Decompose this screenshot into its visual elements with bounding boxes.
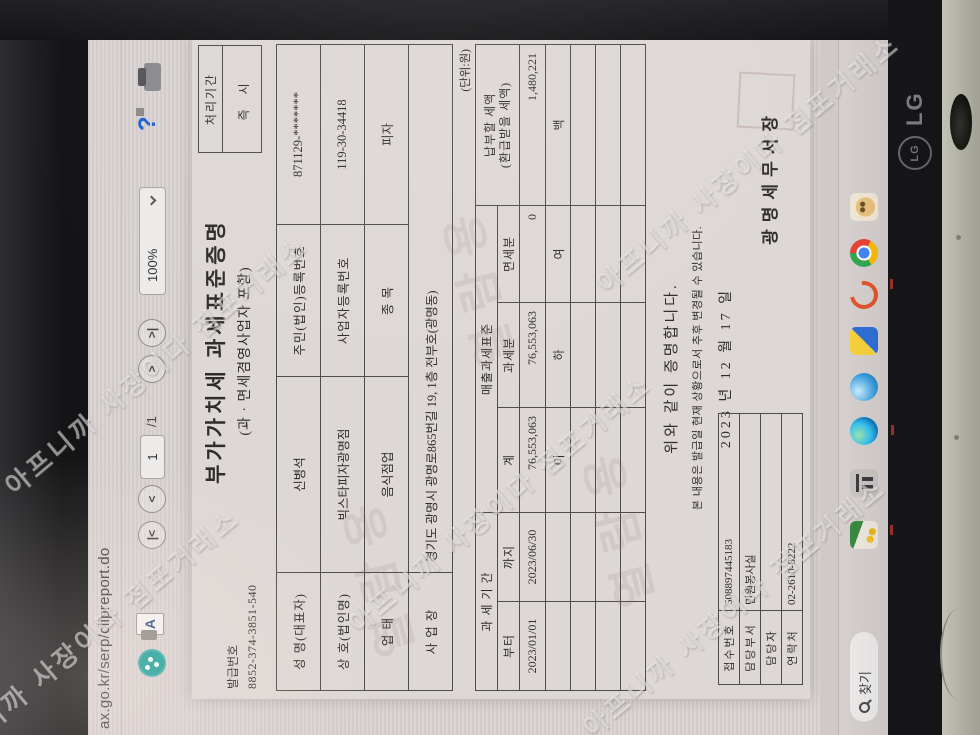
- search-label: 찾기: [857, 671, 873, 695]
- lg-logo: LG LG: [898, 91, 932, 170]
- issue-no-label: 발급번호: [226, 644, 240, 689]
- issuer-name: 광명세무서장: [761, 109, 780, 245]
- lid-hole: [950, 94, 972, 150]
- document-viewer: 열람용 열람용 열람용 발급번호 8852-374-3851-540 부가가치세…: [184, 37, 820, 735]
- hamster-profile-icon[interactable]: [850, 193, 878, 221]
- first-page-button[interactable]: |<: [138, 521, 166, 549]
- reflection-mark: [891, 425, 894, 435]
- table-row: 담당부서 민원봉사실: [739, 413, 761, 685]
- lg-circle-logo: LG: [898, 136, 932, 170]
- search-icon: [858, 702, 870, 713]
- empty-row: [595, 44, 621, 691]
- viewer-logo-icon[interactable]: [138, 649, 166, 677]
- windows-taskbar: 찾기: [838, 40, 888, 735]
- viewer-toolbar: A |< < /1 > >| 100% ?: [122, 40, 184, 735]
- table-data-row: 2023/01/01 2023/06/30 76,553,063 76,553,…: [519, 44, 546, 691]
- certificate-page: 열람용 열람용 열람용 발급번호 8852-374-3851-540 부가가치세…: [192, 37, 810, 699]
- table-row: 업 태 음식점업 종 목 피자: [364, 44, 409, 691]
- table-row: 담당자: [760, 413, 782, 685]
- table-row: 연락처 02-2610-8222: [781, 413, 803, 685]
- empty-row: [620, 44, 646, 691]
- document-subtitle: (과 · 면세겸영사업자 포함): [238, 266, 253, 436]
- next-page-button[interactable]: >: [138, 355, 166, 383]
- screen-content: ax.go.kr/serp/clipreport.do A |< < /1 > …: [88, 37, 888, 735]
- document-title: 부가가치세 과세표준증명: [204, 218, 228, 484]
- zoom-value: 100%: [145, 248, 160, 282]
- chrome-icon[interactable]: [850, 239, 878, 267]
- last-page-button[interactable]: >|: [138, 319, 166, 347]
- table-row: 상 호(법인명) 빅스타피자광명점 사업자등록번호 119-30-34418: [320, 44, 365, 691]
- reflection-mark: [890, 525, 893, 535]
- processing-time-value: 즉 시: [237, 77, 251, 121]
- bezel-right: [0, 0, 980, 40]
- display-app-icon[interactable]: [850, 469, 878, 497]
- table-row: 접수번호 508897445183: [718, 413, 740, 685]
- zoom-select[interactable]: 100%: [139, 187, 166, 295]
- prev-page-button[interactable]: <: [138, 485, 166, 513]
- url-text: ax.go.kr/serp/clipreport.do: [96, 547, 113, 729]
- photo-shortcut-icon[interactable]: [850, 521, 878, 549]
- processing-time-box: 처리기간 즉 시: [198, 45, 262, 153]
- reflection-mark: [890, 279, 893, 289]
- lid-seam: [940, 609, 980, 699]
- empty-row: [570, 44, 596, 691]
- lg-brand-text: LG: [902, 91, 927, 126]
- unit-label: (단위:원): [460, 49, 472, 92]
- taxpayer-info-table: 성 명(대표자) 신병석 주민(법인)등록번호 871129-******* 상…: [276, 44, 453, 691]
- document-a-icon[interactable]: A: [136, 613, 164, 635]
- sync-arrow-icon[interactable]: [844, 275, 884, 315]
- desktop-strip: [820, 40, 838, 735]
- app-icon[interactable]: [850, 327, 878, 355]
- browser-globe-icon[interactable]: [850, 373, 878, 401]
- print-button[interactable]: [144, 63, 161, 91]
- processing-time-label: 처리기간: [199, 46, 223, 152]
- table-row: 사 업 장 경기도 광명시 광명로865번길 19, 1층 전부호(광명동): [408, 44, 453, 691]
- taskbar-search[interactable]: 찾기: [849, 631, 879, 723]
- bezel-bottom: LG LG: [888, 0, 942, 735]
- viewer-titlebar: ax.go.kr/serp/clipreport.do: [88, 40, 122, 735]
- lid-screw: [956, 235, 961, 240]
- notice-text: 본 내용은 발급일 현재 상황으로서 추후 변경될 수 있습니다.: [692, 225, 704, 511]
- page-total-label: /1: [144, 416, 159, 427]
- certify-text: 위와 같이 증명합니다.: [664, 282, 680, 454]
- lid-screw: [954, 435, 959, 440]
- help-button[interactable]: ?: [134, 116, 161, 131]
- document-footer: 위와 같이 증명합니다. 본 내용은 발급일 현재 상황으로서 추후 변경될 수…: [660, 45, 828, 691]
- chevron-down-icon: [146, 195, 157, 206]
- page-number-input[interactable]: [140, 435, 165, 479]
- bezel-top: [0, 0, 88, 735]
- tax-base-table: 과 세 기 간 매출과세표준 납부할 세액 (환급받을 세액) 부터 까지 계 …: [475, 44, 646, 691]
- table-row: 성 명(대표자) 신병석 주민(법인)등록번호 871129-*******: [276, 44, 321, 691]
- blank-note-row: 이 하 여 백: [545, 44, 571, 691]
- table-header-row: 과 세 기 간 매출과세표준 납부할 세액 (환급받을 세액): [475, 44, 520, 691]
- document-header: 발급번호 8852-374-3851-540 부가가치세 과세표준증명 (과 ·…: [198, 45, 270, 691]
- edge-icon[interactable]: [850, 417, 878, 445]
- receipt-info-table: 접수번호 508897445183 담당부서 민원봉사실 담당자: [718, 413, 803, 685]
- issue-no-value: 8852-374-3851-540: [245, 584, 259, 690]
- laptop-lid-edge: [940, 0, 980, 735]
